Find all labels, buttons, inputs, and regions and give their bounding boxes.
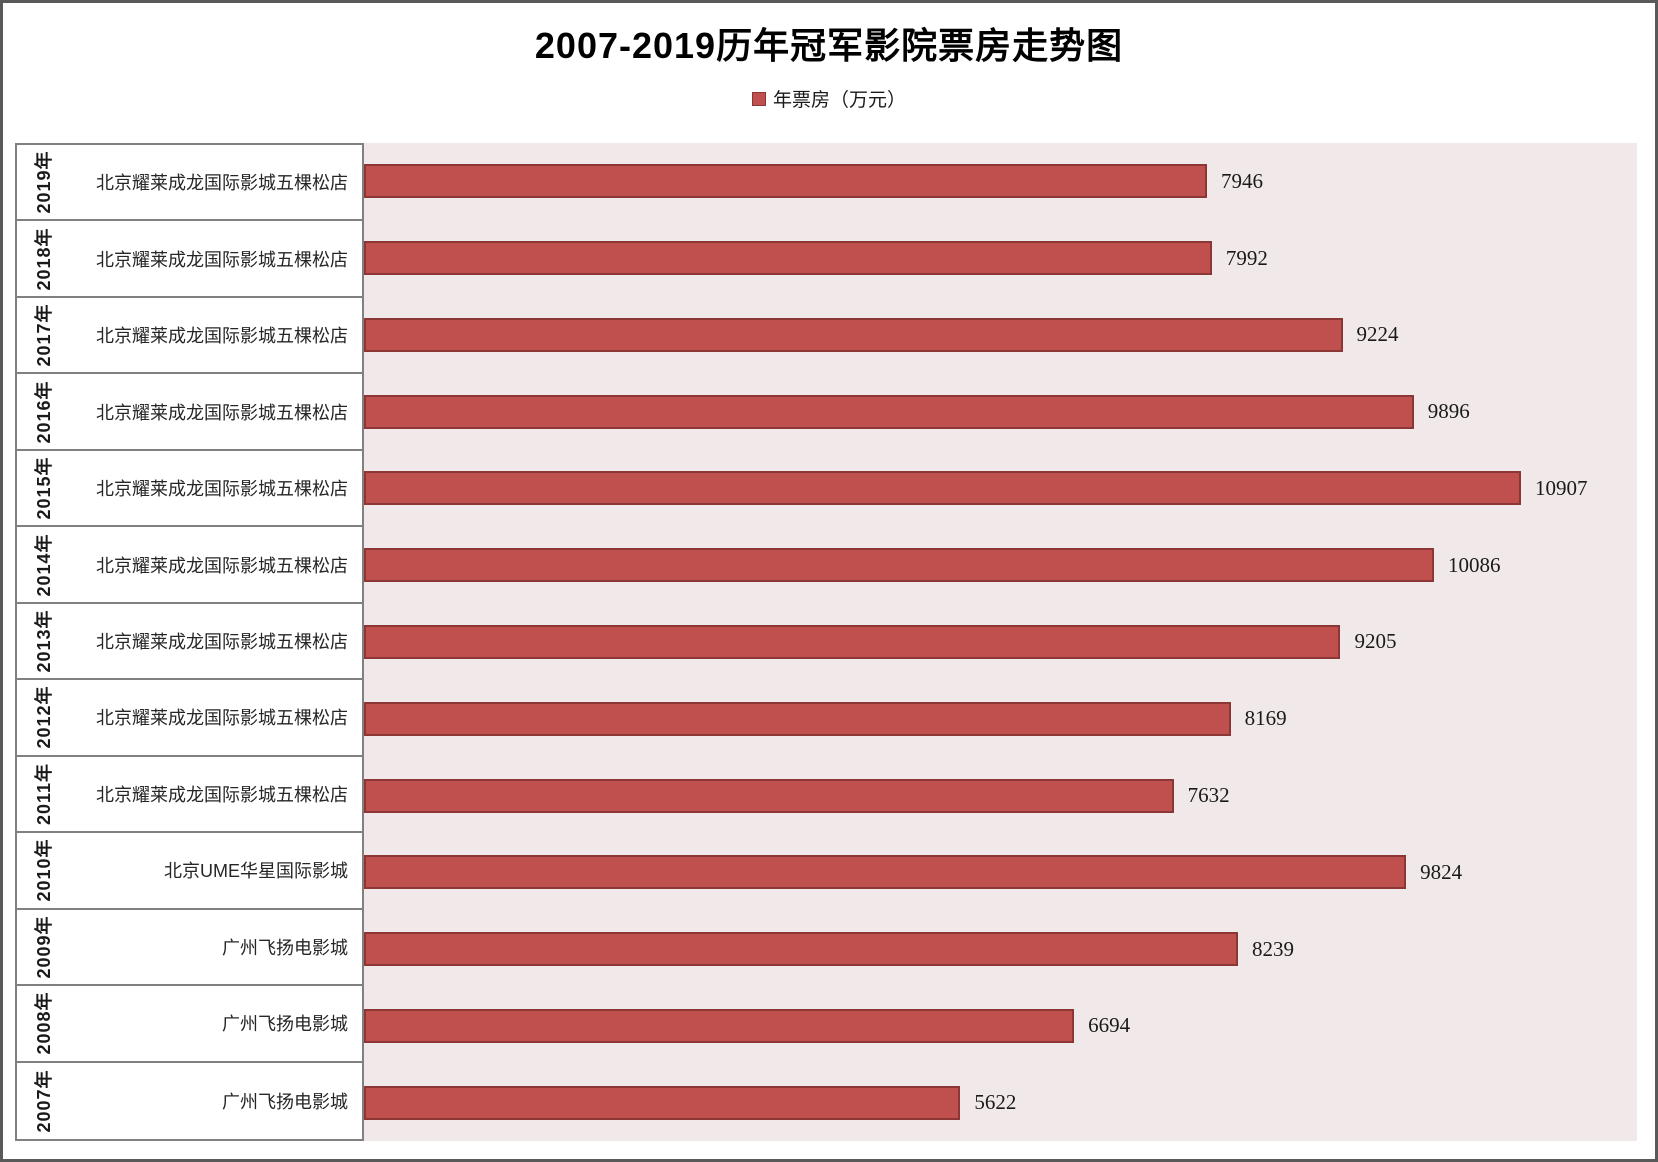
year-tick-label: 2011年	[34, 762, 54, 825]
label-row: 2018年 北京耀莱成龙国际影城五棵松店	[17, 221, 362, 298]
category-axis: 2019年 北京耀莱成龙国际影城五棵松店 2018年 北京耀莱成龙国际影城五棵松店 20…	[15, 143, 364, 1141]
bar-chart: 2019年 北京耀莱成龙国际影城五棵松店 2018年 北京耀莱成龙国际影城五棵松店 20…	[15, 143, 1637, 1141]
bar-value-label: 5622	[974, 1090, 1017, 1115]
label-row: 2008年 广州飞扬电影城	[17, 986, 362, 1063]
label-row: 2007年 广州飞扬电影城	[17, 1063, 362, 1139]
bar-row: 10907	[364, 450, 1637, 527]
cinema-name-label: 广州飞扬电影城	[222, 1014, 348, 1035]
bar-value-label: 8239	[1252, 936, 1295, 961]
bar	[364, 164, 1207, 199]
label-row: 2010年 北京UME华星国际影城	[17, 833, 362, 910]
bar-value-label: 9205	[1354, 629, 1397, 654]
bar-value-label: 10086	[1447, 552, 1501, 577]
bar-value-label: 9824	[1420, 859, 1463, 884]
year-tick-label: 2015年	[34, 456, 54, 520]
bar-row: 7992	[364, 220, 1637, 297]
bar-row: 10086	[364, 527, 1637, 604]
cinema-name-label: 北京耀莱成龙国际影城五棵松店	[96, 249, 348, 270]
label-row: 2019年 北京耀莱成龙国际影城五棵松店	[17, 145, 362, 222]
cinema-name-label: 广州飞扬电影城	[222, 1091, 348, 1112]
bar-row: 7632	[364, 757, 1637, 834]
cinema-name-label: 北京耀莱成龙国际影城五棵松店	[96, 784, 348, 805]
bar-row: 9224	[364, 297, 1637, 374]
bar	[364, 1008, 1075, 1043]
cinema-name-label: 北京耀莱成龙国际影城五棵松店	[96, 402, 348, 423]
bar	[364, 855, 1407, 890]
bar-value-label: 10907	[1535, 475, 1588, 500]
bar	[364, 778, 1174, 813]
label-row: 2016年 北京耀莱成龙国际影城五棵松店	[17, 374, 362, 451]
year-tick-label: 2007年	[34, 1069, 54, 1133]
bar-row: 9824	[364, 834, 1637, 911]
year-tick-label: 2012年	[34, 685, 54, 749]
chart-title: 2007-2019历年冠军影院票房走势图	[534, 25, 1124, 66]
bar-row: 9205	[364, 604, 1637, 681]
cinema-name-label: 北京耀莱成龙国际影城五棵松店	[96, 173, 348, 194]
label-row: 2013年 北京耀莱成龙国际影城五棵松店	[17, 604, 362, 681]
bar	[364, 317, 1343, 352]
year-tick-label: 2016年	[34, 380, 54, 444]
legend-label: 年票房（万元）	[772, 90, 906, 111]
bar-value-label: 9224	[1356, 322, 1399, 347]
year-tick-label: 2010年	[34, 838, 54, 902]
year-tick-label: 2013年	[34, 609, 54, 673]
cinema-name-label: 北京耀莱成龙国际影城五棵松店	[96, 708, 348, 729]
bar	[364, 471, 1522, 506]
bar	[364, 394, 1414, 429]
cinema-name-label: 北京耀莱成龙国际影城五棵松店	[96, 326, 348, 347]
label-row: 2017年 北京耀莱成龙国际影城五棵松店	[17, 298, 362, 375]
label-row: 2011年 北京耀莱成龙国际影城五棵松店	[17, 757, 362, 834]
cinema-name-label: 北京UME华星国际影城	[164, 861, 348, 882]
bar-row: 7946	[364, 143, 1637, 220]
plot-area: 7946 7992 9224 9896 10907 10086 9205 8169 7632 98…	[364, 143, 1637, 1141]
bar-row: 5622	[364, 1064, 1637, 1141]
bar-row: 6694	[364, 987, 1637, 1064]
bar-value-label: 7946	[1220, 168, 1263, 193]
bar-row: 9896	[364, 373, 1637, 450]
legend-swatch-icon	[751, 91, 766, 106]
bar	[364, 932, 1239, 967]
bar	[364, 1085, 961, 1120]
cinema-name-label: 北京耀莱成龙国际影城五棵松店	[96, 631, 348, 652]
cinema-name-label: 北京耀莱成龙国际影城五棵松店	[96, 555, 348, 576]
bar	[364, 624, 1341, 659]
year-tick-label: 2017年	[34, 303, 54, 367]
label-row: 2009年 广州飞扬电影城	[17, 910, 362, 987]
label-row: 2014年 北京耀莱成龙国际影城五棵松店	[17, 527, 362, 604]
bar-value-label: 6694	[1088, 1013, 1131, 1038]
label-row: 2012年 北京耀莱成龙国际影城五棵松店	[17, 680, 362, 757]
bar	[364, 701, 1231, 736]
bar	[364, 241, 1212, 276]
legend: 年票房（万元）	[3, 85, 1655, 112]
year-tick-label: 2009年	[34, 915, 54, 979]
bar-value-label: 7632	[1187, 783, 1230, 808]
year-tick-label: 2014年	[34, 533, 54, 597]
cinema-name-label: 北京耀莱成龙国际影城五棵松店	[96, 479, 348, 500]
bar-value-label: 8169	[1244, 706, 1287, 731]
year-tick-label: 2019年	[34, 150, 54, 214]
bar-value-label: 7992	[1225, 245, 1268, 270]
label-row: 2015年 北京耀莱成龙国际影城五棵松店	[17, 451, 362, 528]
cinema-name-label: 广州飞扬电影城	[222, 937, 348, 958]
bar-row: 8169	[364, 680, 1637, 757]
bar-row: 8239	[364, 911, 1637, 988]
year-tick-label: 2018年	[34, 227, 54, 291]
bar	[364, 548, 1434, 583]
year-tick-label: 2008年	[34, 991, 54, 1055]
bar-value-label: 9896	[1427, 399, 1470, 424]
